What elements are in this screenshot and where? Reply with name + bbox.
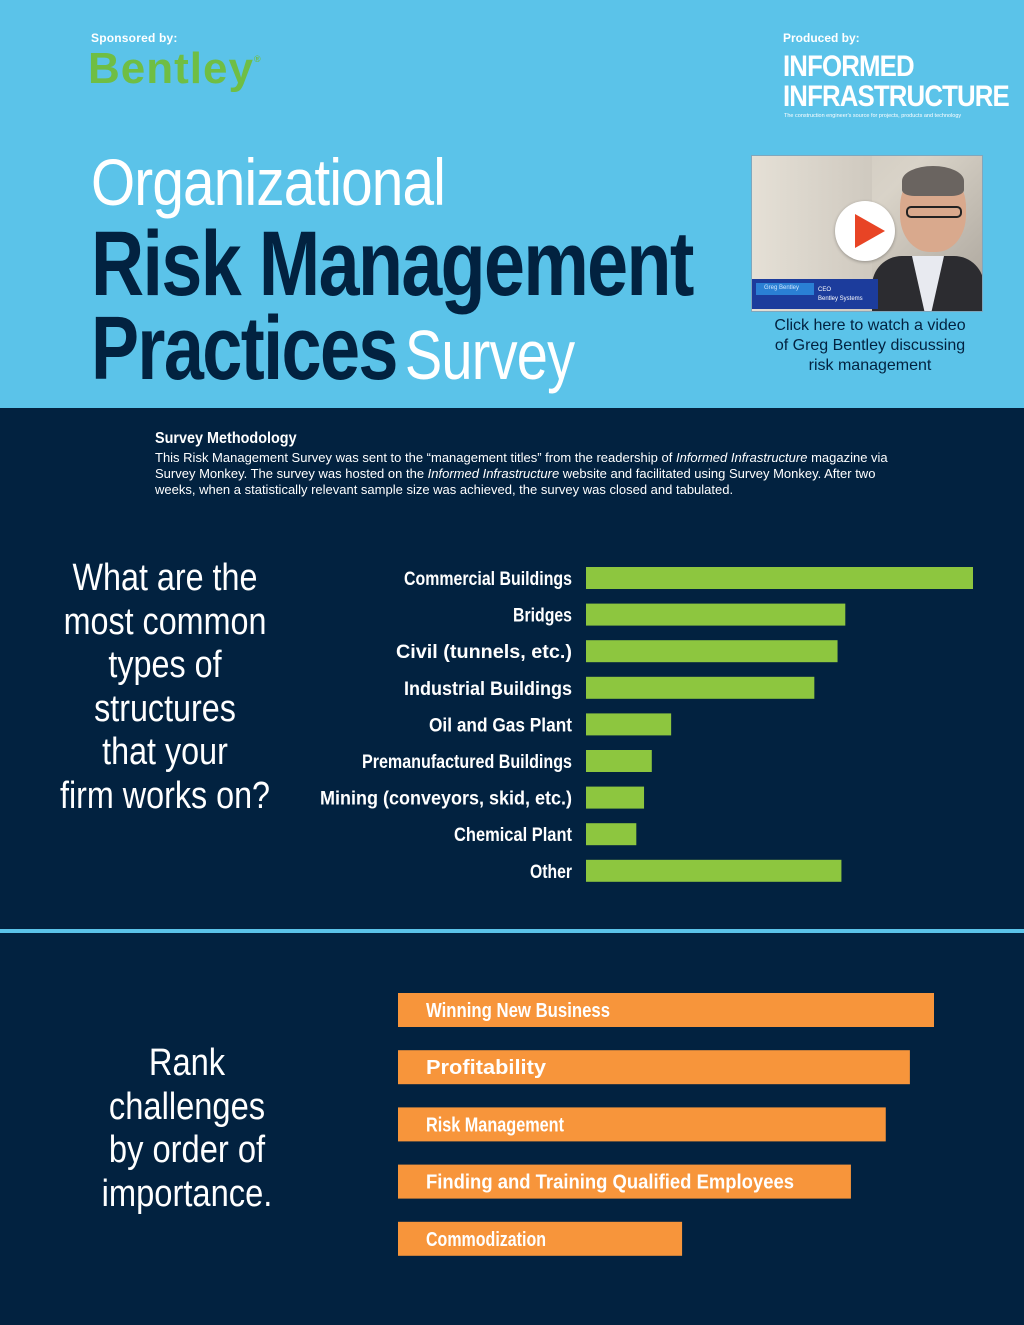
bar-label: Commercial Buildings	[404, 569, 572, 590]
lower-third-role: CEO	[818, 287, 832, 293]
bar	[586, 823, 637, 846]
methodology-text-part: magazine via Survey Monkey. The survey w…	[155, 450, 888, 481]
bar	[586, 640, 838, 663]
registered-mark: ®	[253, 54, 262, 64]
bar-label: Finding and Training Qualified Employees	[426, 1172, 794, 1194]
question-line: firm works on?	[59, 774, 271, 817]
header-banner: Sponsored by: Bentley® Produced by: INFO…	[0, 0, 1024, 408]
question-line: What are the	[72, 557, 258, 599]
bar	[398, 1107, 886, 1142]
lower-third-company: Bentley Systems	[818, 296, 863, 302]
lower-third-title: CEO Bentley Systems	[818, 286, 863, 304]
producer-label: Produced by:	[783, 31, 860, 45]
play-icon[interactable]	[835, 201, 895, 261]
bentley-logo[interactable]: Bentley®	[88, 44, 262, 94]
magazine-name: Informed Infrastructure	[427, 466, 560, 481]
informed-infrastructure-logo[interactable]: INFORMED INFRASTRUCTURE	[783, 50, 1010, 113]
bar	[586, 750, 652, 772]
question-line: by order of	[108, 1129, 266, 1171]
bar	[398, 1221, 683, 1256]
bar-label: Winning New Business	[426, 1000, 610, 1022]
bar	[586, 859, 842, 882]
bar-label: Other	[530, 862, 572, 883]
bar	[586, 676, 815, 699]
lower-third-name: Greg Bentley	[756, 283, 814, 295]
section-divider	[0, 929, 1024, 933]
title-practices-survey: Practices Survey	[91, 298, 575, 401]
bar-label: Bridges	[513, 606, 572, 627]
video-person-hair	[902, 166, 964, 196]
question-structures: What are the most common types of struct…	[59, 557, 272, 818]
methodology-text-part: website and facilitated using Survey Mon…	[155, 466, 876, 497]
video-caption-line: Click here to watch a video	[774, 317, 966, 334]
bar	[586, 713, 672, 736]
question-line: most common	[63, 600, 267, 643]
bar-label: Premanufactured Buildings	[362, 752, 572, 773]
bar	[586, 786, 645, 809]
bentley-logo-text: Bentley	[88, 44, 254, 93]
video-caption-line: risk management	[808, 357, 932, 374]
magazine-name: Informed Infrastructure	[675, 450, 808, 465]
video-thumbnail[interactable]: Greg Bentley CEO Bentley Systems	[751, 155, 983, 312]
bar-label: Profitability	[426, 1057, 547, 1079]
bar-label: Commodization	[426, 1229, 546, 1251]
bar	[586, 567, 973, 589]
question-challenges: Rank challenges by order of importance.	[69, 1042, 305, 1216]
bar	[398, 1164, 851, 1199]
sponsor-label: Sponsored by:	[91, 31, 178, 45]
video-caption-line: of Greg Bentley discussing	[774, 337, 966, 354]
title-risk-management: Risk Management	[91, 213, 694, 315]
question-line: types of	[108, 644, 222, 686]
video-person-glasses	[906, 206, 962, 218]
logo-line-2: INFRASTRUCTURE	[783, 80, 1010, 113]
question-line: that your	[102, 731, 228, 773]
logo-tagline: The construction engineer's source for p…	[784, 113, 962, 119]
title-organizational: Organizational	[91, 145, 446, 219]
question-line: Rank challenges	[108, 1042, 266, 1128]
bar	[398, 993, 934, 1027]
question-line: importance.	[101, 1172, 273, 1215]
bar-label: Chemical Plant	[454, 825, 573, 846]
bar-label: Civil (tunnels, etc.)	[396, 642, 572, 663]
bar-label: Industrial Buildings	[404, 679, 572, 700]
title-survey: Survey	[404, 316, 575, 394]
bar-label: Risk Management	[426, 1114, 564, 1136]
video-caption-link[interactable]: Click here to watch a video of Greg Bent…	[752, 316, 988, 376]
question-line: structures	[94, 687, 236, 730]
methodology-title: Survey Methodology	[155, 430, 297, 447]
title-practices: Practices	[91, 299, 398, 399]
logo-line-1: INFORMED	[783, 50, 915, 83]
bar-label: Mining (conveyors, skid, etc.)	[320, 789, 572, 810]
bar	[586, 603, 846, 626]
methodology-text: This Risk Management Survey was sent to …	[155, 450, 915, 498]
bar	[398, 1050, 910, 1085]
methodology-text-part: This Risk Management Survey was sent to …	[155, 450, 676, 465]
bar-label: Oil and Gas Plant	[429, 715, 573, 736]
